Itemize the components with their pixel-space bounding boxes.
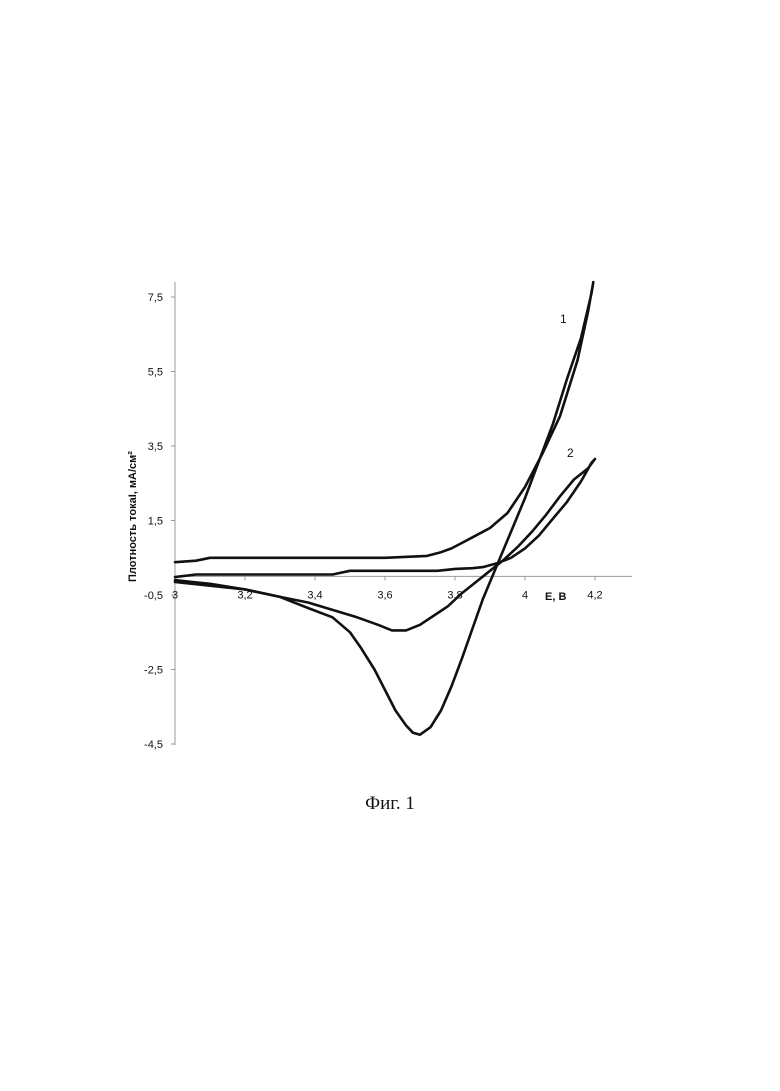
series-1-curve: [175, 282, 593, 735]
x-axis-title: E, В: [545, 591, 566, 603]
x-tick-label: 4,2: [587, 589, 602, 601]
y-tick-label: 3,5: [148, 441, 163, 453]
figure-caption: Фиг. 1: [0, 793, 780, 815]
curve-label-1: 1: [560, 312, 567, 326]
y-ticks: 7,5 5,5 3,5 1,5 -0,5 -2,5 -4,5: [144, 292, 175, 751]
series-group: [175, 282, 595, 735]
y-tick-label: 1,5: [148, 516, 163, 528]
y-tick-label: -0,5: [144, 590, 163, 602]
x-tick-label: 3,6: [377, 589, 392, 601]
curve-label-2: 2: [567, 446, 574, 460]
curve-labels: 12: [560, 312, 574, 460]
y-axis-title: Плотность токаI, мА/см²: [127, 451, 139, 582]
y-tick-label: -4,5: [144, 739, 163, 751]
x-tick-label: 4: [522, 589, 528, 601]
x-tick-label: 3,4: [307, 589, 322, 601]
series-2-curve: [175, 459, 595, 630]
y-tick-label: 7,5: [148, 292, 163, 304]
y-tick-label: -2,5: [144, 665, 163, 677]
y-tick-label: 5,5: [148, 367, 163, 379]
x-tick-label: 3: [172, 589, 178, 601]
